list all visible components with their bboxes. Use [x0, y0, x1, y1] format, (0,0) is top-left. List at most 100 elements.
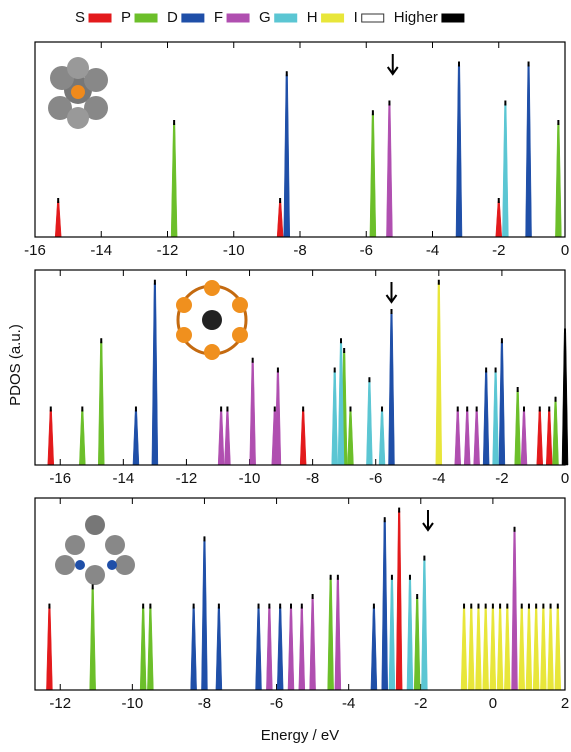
pdos-peak — [218, 407, 224, 466]
pdos-peak — [521, 407, 527, 466]
x-tick-label: 2 — [561, 695, 569, 712]
x-tick-label: -10 — [122, 695, 144, 712]
pdos-peak — [90, 584, 96, 690]
pdos-peak — [553, 397, 559, 465]
pdos-peak — [55, 198, 61, 237]
legend-label: I — [354, 9, 358, 26]
pdos-peak — [455, 407, 461, 466]
x-tick-label: -14 — [112, 470, 134, 487]
pdos-peak — [275, 368, 281, 466]
pdos-peak — [288, 604, 294, 690]
x-tick-label: -14 — [90, 242, 112, 259]
pdos-peak — [310, 594, 316, 690]
pdos-peak — [266, 604, 272, 690]
x-tick-label: -4 — [426, 242, 439, 259]
y-axis-label: PDOS (a.u.) — [7, 324, 24, 406]
pdos-peak — [171, 120, 177, 237]
pdos-peak — [379, 407, 385, 466]
pdos-peak — [201, 536, 207, 690]
pdos-peak — [284, 71, 290, 237]
legend-swatch — [182, 14, 204, 22]
pdos-peak — [526, 62, 532, 238]
x-tick-label: -6 — [360, 242, 373, 259]
x-tick-label: 0 — [561, 470, 569, 487]
pdos-peak — [555, 604, 561, 690]
legend-label: P — [121, 9, 131, 26]
pdos-peak — [335, 575, 341, 690]
pdos-peak — [540, 604, 546, 690]
pdos-peak — [483, 368, 489, 466]
pdos-peak — [396, 508, 402, 690]
arrow-annotation — [388, 54, 398, 74]
pdos-peak — [504, 604, 510, 690]
pdos-peak — [277, 604, 283, 690]
pdos-peak — [389, 575, 395, 690]
pdos-peak — [537, 407, 543, 466]
pdos-peak — [490, 604, 496, 690]
legend-label: Higher — [394, 9, 438, 26]
pdos-peak — [79, 407, 85, 466]
pdos-peak — [456, 62, 462, 238]
legend-swatch — [442, 14, 464, 22]
pdos-peak — [497, 604, 503, 690]
x-tick-label: -16 — [49, 470, 71, 487]
x-tick-label: -12 — [157, 242, 179, 259]
pdos-peak — [464, 407, 470, 466]
pdos-peak — [46, 604, 52, 690]
pdos-peak — [332, 368, 338, 466]
pdos-peak — [382, 517, 388, 690]
pdos-peak — [512, 527, 518, 690]
x-tick-label: -6 — [270, 695, 283, 712]
pdos-peak — [407, 575, 413, 690]
chart: PDOS (a.u.) Energy / eV SPDFGHIHigher-16… — [0, 0, 571, 747]
pdos-peak — [191, 604, 197, 690]
x-tick-label: -6 — [369, 470, 382, 487]
legend-label: S — [75, 9, 85, 26]
pdos-peak — [526, 604, 532, 690]
pdos-peak — [475, 604, 481, 690]
inset-bottom — [55, 515, 135, 585]
pdos-peak — [250, 358, 256, 465]
plot-frame — [35, 42, 565, 237]
pdos-peak — [421, 556, 427, 690]
pdos-peak — [548, 604, 554, 690]
pdos-peak — [468, 604, 474, 690]
x-tick-label: -10 — [239, 470, 261, 487]
pdos-peak — [299, 604, 305, 690]
pdos-peak — [474, 407, 480, 466]
pdos-peak — [496, 198, 502, 237]
pdos-peak — [519, 604, 525, 690]
legend-swatch — [89, 14, 111, 22]
x-axis-label: Energy / eV — [261, 727, 339, 744]
pdos-peak — [347, 407, 353, 466]
arrow-annotation — [386, 282, 396, 302]
x-tick-label: -8 — [306, 470, 319, 487]
pdos-peak — [370, 110, 376, 237]
pdos-peak — [461, 604, 467, 690]
pdos-peak — [300, 407, 306, 466]
x-tick-label: -2 — [495, 470, 508, 487]
legend-swatch — [227, 14, 249, 22]
legend-swatch — [275, 14, 297, 22]
pdos-peak — [152, 280, 158, 465]
pdos-peak — [499, 338, 505, 465]
x-tick-label: 0 — [561, 242, 569, 259]
x-tick-label: -16 — [24, 242, 46, 259]
legend-swatch — [322, 14, 344, 22]
x-tick-label: 0 — [489, 695, 497, 712]
pdos-peak — [386, 101, 392, 238]
pdos-peak — [493, 368, 499, 466]
legend-label: H — [307, 9, 318, 26]
arrow-annotation — [423, 510, 433, 530]
x-tick-label: -12 — [49, 695, 71, 712]
x-tick-label: -4 — [432, 470, 445, 487]
inset-middle — [176, 280, 248, 360]
pdos-peak — [515, 387, 521, 465]
page: PDOS (a.u.) Energy / eV SPDFGHIHigher-16… — [0, 0, 571, 752]
x-tick-label: -8 — [293, 242, 306, 259]
inset-top — [48, 57, 108, 129]
pdos-peak — [483, 604, 489, 690]
pdos-peak — [224, 407, 230, 466]
pdos-peak — [328, 575, 334, 690]
pdos-peak — [546, 407, 552, 466]
